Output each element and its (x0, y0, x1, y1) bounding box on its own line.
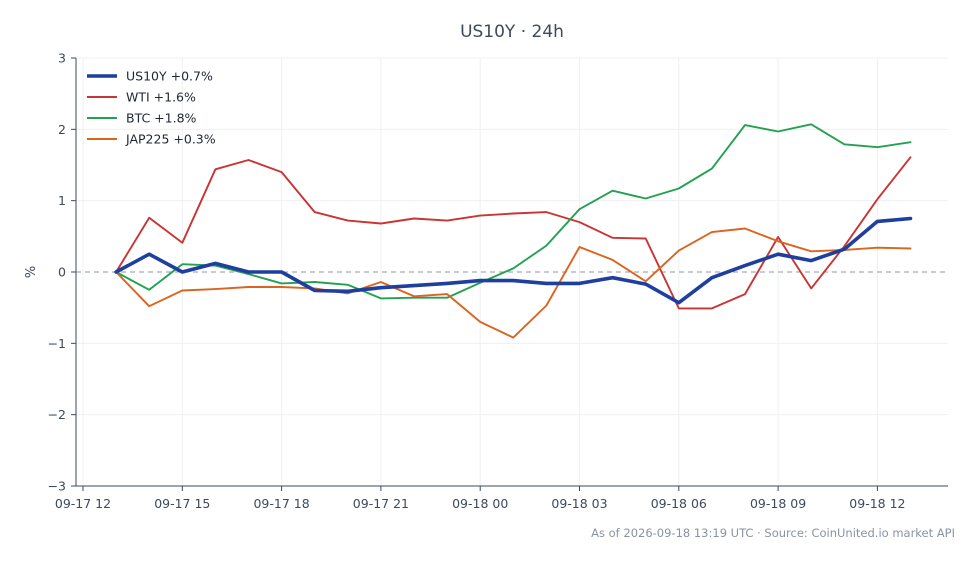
legend-label: BTC +1.8% (126, 111, 197, 126)
y-tick-label: 3 (58, 51, 66, 66)
x-tick-label: 09-18 09 (750, 496, 806, 511)
series-line-wti (115, 156, 912, 310)
series-lines (114, 123, 913, 339)
x-tick-label: 09-17 12 (55, 496, 111, 511)
y-axis-label: % (24, 266, 39, 278)
legend-label: JAP225 +0.3% (125, 132, 216, 147)
legend-label: US10Y +0.7% (126, 69, 213, 84)
y-tick-label: −2 (48, 407, 66, 422)
y-tick-label: −3 (48, 479, 66, 494)
chart-title: US10Y · 24h (460, 22, 564, 42)
y-tick-label: 2 (58, 122, 66, 137)
y-tick-label: −1 (48, 336, 66, 351)
x-tick-label: 09-18 12 (849, 496, 905, 511)
x-tick-label: 09-18 00 (452, 496, 508, 511)
y-tick-label: 1 (58, 193, 66, 208)
x-tick-label: 09-17 18 (253, 496, 309, 511)
y-tick-label: 0 (58, 265, 66, 280)
series-line-us10y (114, 216, 913, 305)
series-line-btc (115, 123, 912, 300)
x-tick-label: 09-17 15 (154, 496, 210, 511)
x-axis-ticks: 09-17 12 09-17 15 09-17 18 09-17 21 09-18 00… (55, 486, 906, 511)
footer-note: As of 2026-09-18 13:19 UTC · Source: Coi… (591, 526, 955, 540)
legend: US10Y +0.7% WTI +1.6% BTC +1.8% JAP225 +0.3… (87, 69, 216, 147)
x-tick-label: 09-18 06 (651, 496, 707, 511)
x-tick-label: 09-18 03 (551, 496, 607, 511)
series-line-jap225 (115, 227, 912, 339)
x-tick-label: 09-17 21 (353, 496, 409, 511)
y-axis-ticks: 3 2 1 0 −1 −2 −3 (48, 51, 76, 494)
legend-label: WTI +1.6% (126, 90, 196, 105)
